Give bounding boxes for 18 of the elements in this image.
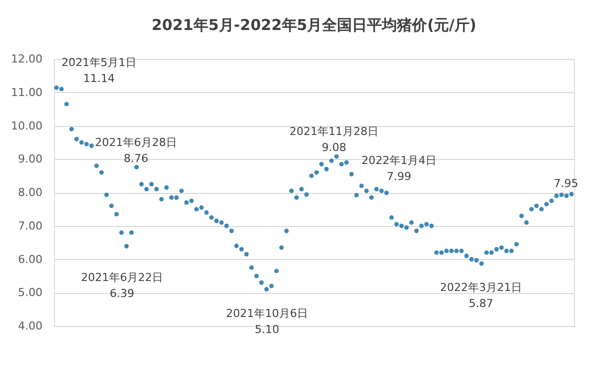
annotation: 2021年5月1日 11.14 [62,56,136,85]
chart-title: 2021年5月-2022年5月全国日平均猪价(元/斤) [152,16,476,34]
y-tick-label: 6.00 [18,252,42,266]
annotation: 2021年10月6日 5.10 [226,307,308,336]
y-tick-label: 7.00 [18,219,42,232]
annotation: 2021年6月22日 6.39 [81,271,163,300]
annotation: 2021年6月28日 8.76 [95,136,177,165]
annotation: 7.95 [554,177,578,190]
y-tick-label: 10.00 [11,119,42,132]
y-tick-label: 12.00 [11,52,42,66]
y-tick-label: 8.00 [18,186,42,199]
annotation: 2022年3月21日 5.87 [440,281,522,310]
annotation: 2022年1月4日 7.99 [362,154,436,183]
y-tick-label: 4.00 [18,320,42,332]
y-tick-label: 9.00 [18,152,42,166]
y-tick-label: 5.00 [18,286,42,300]
y-tick-label: 11.00 [11,86,42,99]
annotation: 2021年11月28日 9.08 [290,125,378,154]
